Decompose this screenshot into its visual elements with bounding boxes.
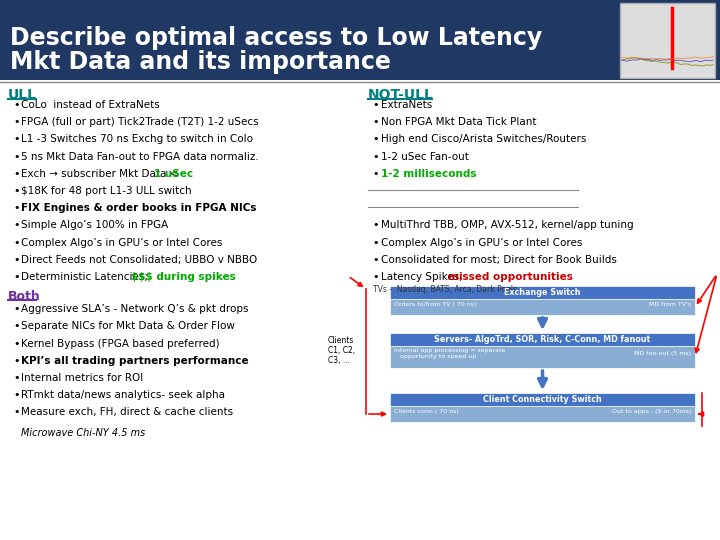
Text: Mkt Data and its importance: Mkt Data and its importance	[10, 50, 391, 74]
Text: $$$ during spikes: $$$ during spikes	[131, 272, 235, 282]
Text: ExtraNets: ExtraNets	[381, 100, 432, 110]
Text: Clients
C1, C2,
C3, ...: Clients C1, C2, C3, ...	[328, 335, 355, 366]
Text: Kernel Bypass (FPGA based preferred): Kernel Bypass (FPGA based preferred)	[21, 339, 220, 349]
Text: Separate NICs for Mkt Data & Order Flow: Separate NICs for Mkt Data & Order Flow	[21, 321, 235, 332]
Text: Microwave Chi-NY 4.5 ms: Microwave Chi-NY 4.5 ms	[21, 428, 145, 437]
Text: Direct Feeds not Consolidated; UBBO v NBBO: Direct Feeds not Consolidated; UBBO v NB…	[21, 255, 257, 265]
Bar	[620, 3, 715, 78]
Text: Complex Algo’s in GPU’s or Intel Cores: Complex Algo’s in GPU’s or Intel Cores	[21, 238, 222, 248]
Text: •: •	[13, 373, 19, 383]
Text: Internal metrics for ROI: Internal metrics for ROI	[21, 373, 143, 383]
Bar	[390, 333, 695, 346]
Text: Orders to/from TV ( 70 ns): Orders to/from TV ( 70 ns)	[394, 302, 477, 307]
Text: Deterministic Latencies;: Deterministic Latencies;	[21, 272, 151, 282]
Text: RTmkt data/news analytics- seek alpha: RTmkt data/news analytics- seek alpha	[21, 390, 225, 400]
Text: •: •	[13, 407, 19, 417]
Text: •: •	[13, 100, 19, 110]
Text: Exch → subscriber Mkt Data <: Exch → subscriber Mkt Data <	[21, 169, 181, 179]
Text: •: •	[13, 339, 19, 349]
Text: •: •	[13, 186, 19, 196]
Text: MD fan-out (5 ms): MD fan-out (5 ms)	[634, 351, 691, 356]
Text: Clients conn ( 70 ns): Clients conn ( 70 ns)	[394, 409, 459, 414]
Bar	[390, 299, 695, 315]
Bar	[0, 0, 720, 80]
Text: •: •	[13, 203, 19, 213]
Text: •: •	[372, 152, 379, 161]
Text: •: •	[13, 238, 19, 248]
Text: KPI’s all trading partners performance: KPI’s all trading partners performance	[21, 356, 248, 366]
Text: L1 -3 Switches 70 ns Exchg to switch in Colo: L1 -3 Switches 70 ns Exchg to switch in …	[21, 134, 253, 144]
Text: •: •	[13, 152, 19, 161]
Text: TVs -  Nasdaq, BATS, Arca, Dark Pools ...................: TVs - Nasdaq, BATS, Arca, Dark Pools ...…	[373, 285, 564, 294]
Text: Exchange Switch: Exchange Switch	[504, 288, 581, 297]
Text: •: •	[372, 238, 379, 248]
Text: •: •	[13, 220, 19, 231]
Text: missed opportunities: missed opportunities	[448, 272, 573, 282]
Text: Consolidated for most; Direct for Book Builds: Consolidated for most; Direct for Book B…	[381, 255, 617, 265]
Text: •: •	[13, 255, 19, 265]
Bar	[390, 393, 695, 406]
Text: 1-2 uSec Fan-out: 1-2 uSec Fan-out	[381, 152, 469, 161]
Text: •: •	[13, 169, 19, 179]
Text: •: •	[372, 117, 379, 127]
Text: $18K for 48 port L1-3 ULL switch: $18K for 48 port L1-3 ULL switch	[21, 186, 192, 196]
Text: •: •	[13, 134, 19, 144]
Text: •: •	[13, 117, 19, 127]
Text: •: •	[13, 304, 19, 314]
Text: Describe optimal access to Low Latency: Describe optimal access to Low Latency	[10, 26, 542, 50]
Text: ULL: ULL	[8, 88, 37, 102]
Text: •: •	[372, 134, 379, 144]
Text: Measure exch, FH, direct & cache clients: Measure exch, FH, direct & cache clients	[21, 407, 233, 417]
Text: Aggressive SLA’s - Network Q’s & pkt drops: Aggressive SLA’s - Network Q’s & pkt dro…	[21, 304, 248, 314]
Text: MultiThrd TBB, OMP, AVX-512, kernel/app tuning: MultiThrd TBB, OMP, AVX-512, kernel/app …	[381, 220, 634, 231]
Text: Simple Algo’s 100% in FPGA: Simple Algo’s 100% in FPGA	[21, 220, 168, 231]
Text: MD from TV's: MD from TV's	[649, 302, 691, 307]
Text: •: •	[372, 255, 379, 265]
Text: FPGA (full or part) Tick2Trade (T2T) 1-2 uSecs: FPGA (full or part) Tick2Trade (T2T) 1-2…	[21, 117, 258, 127]
Text: •: •	[372, 100, 379, 110]
Text: •: •	[372, 272, 379, 282]
Text: Client Connectivity Switch: Client Connectivity Switch	[483, 395, 602, 404]
Text: Out to apps : (5 or 70ms): Out to apps : (5 or 70ms)	[611, 409, 691, 414]
Text: •: •	[372, 220, 379, 231]
Text: •: •	[13, 272, 19, 282]
Text: •: •	[13, 321, 19, 332]
Text: Servers- AlgoTrd, SOR, Risk, C-Conn, MD fanout: Servers- AlgoTrd, SOR, Risk, C-Conn, MD …	[434, 335, 651, 344]
Text: •: •	[13, 390, 19, 400]
Text: High end Cisco/Arista Switches/Routers: High end Cisco/Arista Switches/Routers	[381, 134, 586, 144]
Bar	[390, 286, 695, 299]
Text: Non FPGA Mkt Data Tick Plant: Non FPGA Mkt Data Tick Plant	[381, 117, 536, 127]
Bar	[390, 406, 695, 422]
Text: NOT-ULL: NOT-ULL	[368, 88, 434, 102]
Text: 5 ns Mkt Data Fan-out to FPGA data normaliz.: 5 ns Mkt Data Fan-out to FPGA data norma…	[21, 152, 258, 161]
Text: 1-2 milliseconds: 1-2 milliseconds	[381, 169, 477, 179]
Text: Latency Spikes;: Latency Spikes;	[381, 272, 466, 282]
Text: CoLo  instead of ExtraNets: CoLo instead of ExtraNets	[21, 100, 160, 110]
Text: 1 uSec: 1 uSec	[154, 169, 193, 179]
Text: •: •	[13, 356, 19, 366]
Bar	[390, 346, 695, 368]
Text: Complex Algo’s in GPU’s or Intel Cores: Complex Algo’s in GPU’s or Intel Cores	[381, 238, 582, 248]
Text: FIX Engines & order books in FPGA NICs: FIX Engines & order books in FPGA NICs	[21, 203, 256, 213]
Text: •: •	[372, 169, 379, 179]
Text: Both: Both	[8, 290, 41, 303]
Text: Internal app processing = separate
   opportunity to speed up: Internal app processing = separate oppor…	[394, 348, 505, 359]
